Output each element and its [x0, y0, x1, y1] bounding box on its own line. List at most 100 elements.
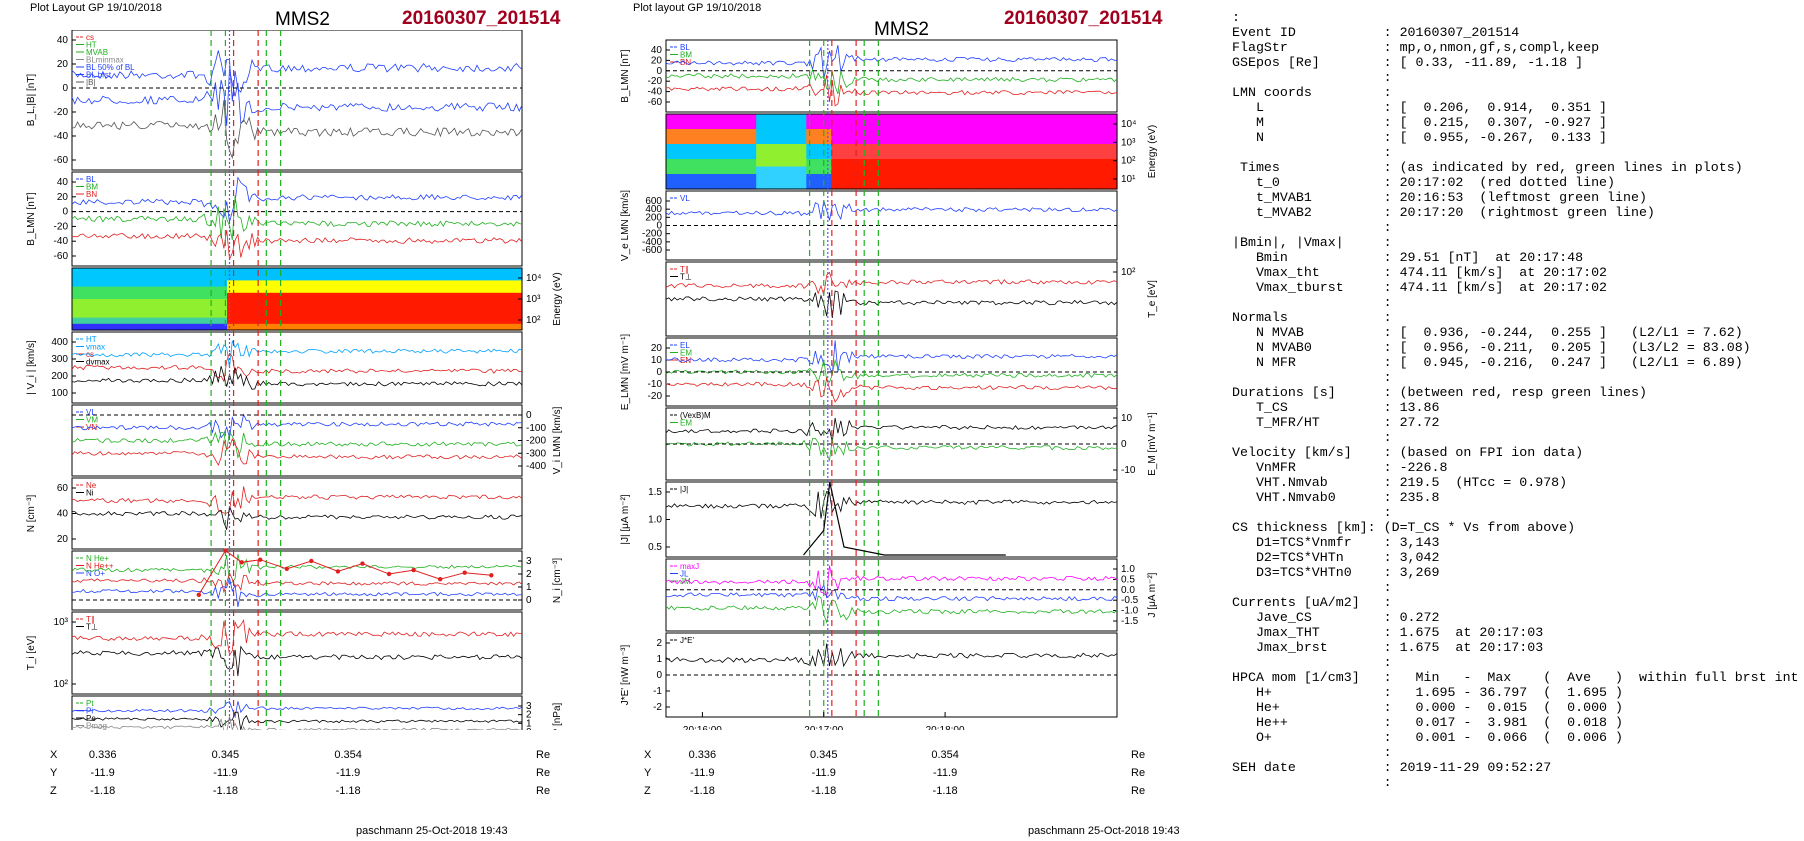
- left-legend-label: Pmag: [86, 722, 107, 731]
- spectrogram-cell: [507, 311, 513, 319]
- spectrogram-cell: [332, 274, 338, 281]
- left-legend-label: N He++: [86, 562, 114, 571]
- spectrogram-cell: [1061, 114, 1068, 123]
- spectrogram-cell: [1071, 166, 1078, 175]
- spectrogram-cell: [477, 292, 483, 300]
- left-series-trace: [71, 554, 523, 585]
- spectrogram-cell: [701, 174, 707, 183]
- spectrogram-cell: [377, 274, 383, 281]
- spectrogram-cell: [307, 311, 313, 319]
- spectrogram-cell: [881, 136, 888, 145]
- spectrogram-cell: [786, 114, 792, 123]
- spectrogram-cell: [1026, 136, 1033, 145]
- spectrogram-cell: [796, 166, 802, 175]
- spectrogram-cell: [387, 305, 393, 312]
- spectrogram-cell: [502, 292, 508, 300]
- spectrogram-cell: [1061, 151, 1068, 160]
- spectrogram-cell: [791, 159, 797, 168]
- spectrogram-cell: [132, 280, 138, 288]
- info-line: T_MFR/HT : 27.72: [1232, 415, 1440, 430]
- spectrogram-cell: [991, 159, 998, 168]
- spectrogram-cell: [856, 166, 863, 175]
- spectrogram-cell: [287, 280, 293, 288]
- spectrogram-cell: [1011, 136, 1018, 145]
- spectrogram-cell: [197, 268, 203, 275]
- spectrogram-cell: [736, 166, 742, 175]
- spectrogram-cell: [1086, 159, 1093, 168]
- spectrogram-cell: [312, 323, 318, 331]
- spectrogram-cell: [751, 174, 757, 183]
- spectrogram-cell: [776, 174, 782, 183]
- spectrogram-cell: [891, 174, 898, 183]
- spectrogram-cell: [1036, 136, 1043, 145]
- mid-ytick-label: -400: [642, 237, 662, 248]
- spectrogram-cell: [117, 323, 123, 331]
- spectrogram-cell: [851, 181, 858, 190]
- spectrogram-cell: [217, 274, 223, 281]
- spectrogram-cell: [262, 305, 268, 312]
- spectrogram-cell: [252, 323, 258, 331]
- spectrogram-cell: [996, 159, 1003, 168]
- spectrogram-cell: [352, 305, 358, 312]
- spectrogram-cell: [921, 151, 928, 160]
- spectrogram-cell: [706, 166, 712, 175]
- spectrogram-cell: [831, 174, 837, 183]
- spectrogram-cell: [741, 114, 747, 123]
- spectrogram-cell: [686, 166, 692, 175]
- spectrogram-cell: [1021, 121, 1028, 130]
- coord-value: -1.18: [689, 785, 715, 797]
- spectrogram-cell: [312, 280, 318, 288]
- spectrogram-cell: [816, 144, 822, 153]
- spectrogram-cell: [492, 317, 498, 325]
- spectrogram-cell: [432, 292, 438, 300]
- spectrogram-cell: [1046, 136, 1053, 145]
- spectrogram-cell: [407, 268, 413, 275]
- spectrogram-cell: [916, 129, 923, 138]
- spectrogram-cell: [956, 129, 963, 138]
- spectrogram-cell: [342, 274, 348, 281]
- spectrogram-cell: [686, 129, 692, 138]
- spectrogram-cell: [487, 323, 493, 331]
- spectrogram-cell: [781, 129, 787, 138]
- spectrogram-cell: [696, 114, 702, 123]
- spectrogram-cell: [207, 286, 213, 294]
- spectrogram-cell: [876, 144, 883, 153]
- spectrogram-cell: [287, 323, 293, 331]
- spectrogram-cell: [776, 159, 782, 168]
- spectrogram-cell: [427, 280, 433, 288]
- spectrogram-cell: [462, 323, 468, 331]
- spectrogram-cell: [691, 136, 697, 145]
- mid-ylabel: E_LMN [mV m⁻¹]: [620, 334, 631, 411]
- spectrogram-cell: [112, 292, 118, 300]
- spectrogram-cell: [372, 323, 378, 331]
- spectrogram-cell: [372, 311, 378, 319]
- mid-ytick-label: -20: [648, 391, 663, 402]
- spectrogram-cell: [237, 299, 243, 306]
- spectrogram-cell: [1071, 181, 1078, 190]
- spectrogram-cell: [77, 286, 83, 294]
- spectrogram-cell: [1106, 174, 1113, 183]
- spectrogram-cell: [911, 114, 918, 123]
- spectrogram-cell: [1106, 114, 1113, 123]
- spectrogram-cell: [207, 317, 213, 325]
- spectrogram-cell: [846, 144, 853, 153]
- left-legend-label: BM: [86, 183, 98, 192]
- spectrogram-cell: [332, 299, 338, 306]
- spectrogram-cell: [1106, 166, 1113, 175]
- spectrogram-cell: [182, 305, 188, 312]
- spectrogram-cell: [1066, 174, 1073, 183]
- mid-series-trace: [665, 583, 1118, 602]
- current-density-line: [803, 482, 1006, 556]
- spectrogram-cell: [1056, 174, 1063, 183]
- spectrogram-cell: [362, 311, 368, 319]
- spectrogram-cell: [821, 114, 827, 123]
- spectrogram-cell: [132, 286, 138, 294]
- spectrogram-cell: [926, 151, 933, 160]
- spectrogram-cell: [172, 274, 178, 281]
- spectrogram-cell: [966, 114, 973, 123]
- spectrogram-cell: [297, 274, 303, 281]
- spectrogram-cell: [322, 280, 328, 288]
- spectrogram-cell: [836, 151, 842, 160]
